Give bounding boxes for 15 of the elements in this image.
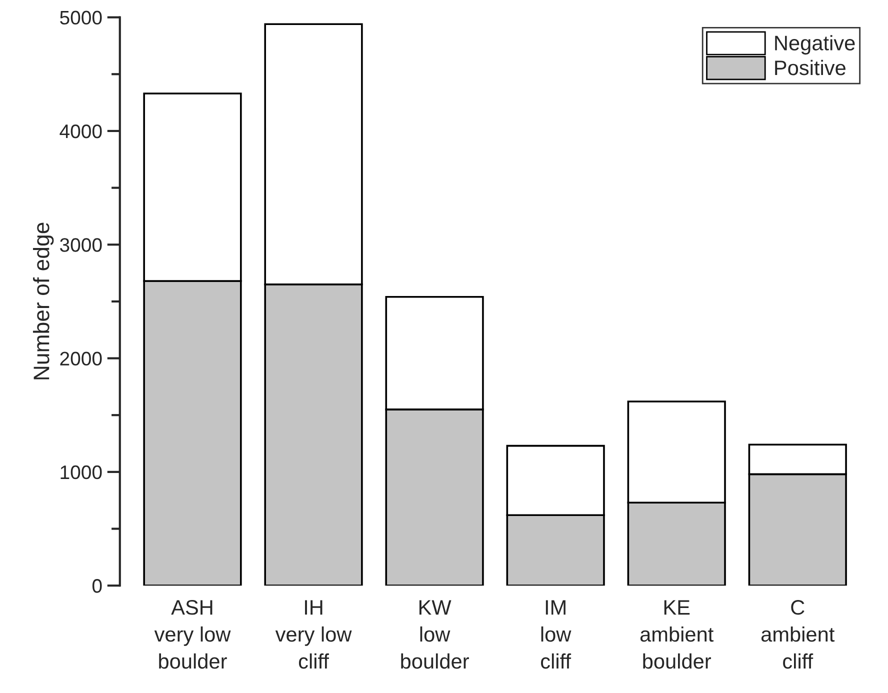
- y-axis-title: Number of edge: [32, 222, 54, 380]
- x-tick-label: IH very low cliff: [275, 600, 352, 669]
- legend-label: Negative: [775, 35, 855, 55]
- y-tick-label: 1000: [60, 465, 102, 480]
- x-tick-label: KW low boulder: [401, 600, 469, 669]
- y-tick-label: 3000: [60, 238, 102, 252]
- x-tick-label: KE ambient boulder: [640, 600, 714, 669]
- y-tick-label: 2000: [60, 352, 102, 366]
- x-tick-label: ASH very low boulder: [154, 600, 231, 669]
- legend-label: Positive: [775, 60, 846, 76]
- x-tick-label: IM low cliff: [541, 600, 572, 669]
- y-tick-label: 5000: [60, 10, 102, 25]
- y-tick-label: 4000: [60, 124, 102, 138]
- y-tick-label: 0: [92, 579, 102, 593]
- x-tick-label: C ambient cliff: [761, 600, 835, 669]
